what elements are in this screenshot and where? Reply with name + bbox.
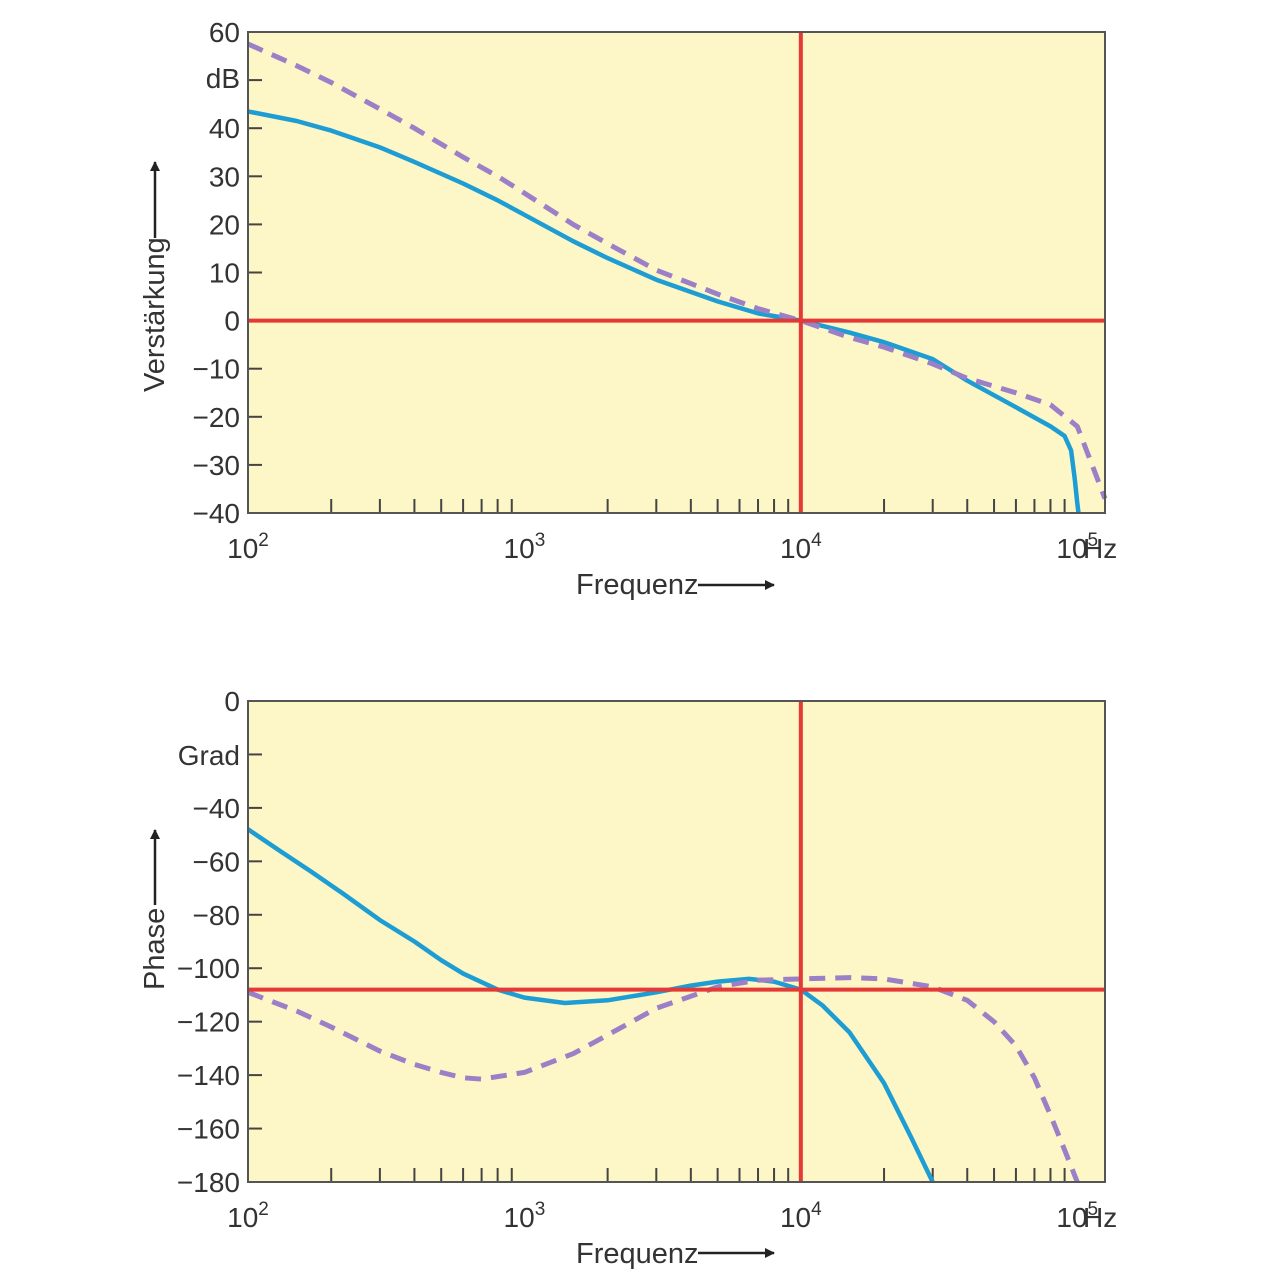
gain-x-tick-labels: 102 103 104 105 [227, 530, 1098, 564]
y-tick-label: −180 [177, 1167, 240, 1198]
y-tick-label: −160 [177, 1114, 240, 1145]
y-tick-label: −40 [193, 498, 241, 529]
phase-x-axis-title: Frequenz [576, 1238, 699, 1270]
x-tick-label: 105 [1056, 530, 1098, 564]
solid-series-line [247, 109, 1081, 514]
gain-x-axis-title: Frequenz [576, 569, 699, 601]
phase-y-unit: Grad [178, 740, 240, 771]
solid-series-line [246, 827, 935, 1183]
phase-y-axis-title: Phase [139, 908, 171, 990]
phase-x-unit: Hz [1083, 1202, 1117, 1233]
y-tick-label: −40 [193, 793, 241, 824]
gain-y-unit: dB [206, 63, 240, 94]
gain-x-unit: Hz [1083, 533, 1117, 564]
x-tick-label: 102 [227, 530, 269, 564]
y-tick-label: −30 [193, 450, 241, 481]
x-tick-label: 103 [504, 530, 546, 564]
y-tick-label: 40 [209, 113, 240, 144]
y-tick-label: −120 [177, 1007, 240, 1038]
phase-chart: 0 −40 −60 −80 −100 −120 −140 −160 −180 102 103 104… [139, 686, 1117, 1270]
y-tick-label: −60 [193, 846, 241, 877]
y-tick-label: −20 [193, 402, 241, 433]
gain-x-minor-ticks [330, 499, 1066, 513]
y-tick-label: −80 [193, 900, 241, 931]
y-tick-label: −100 [177, 953, 240, 984]
y-tick-label: 10 [209, 258, 240, 289]
x-tick-label: 103 [504, 1199, 546, 1233]
dashed-series-line [246, 41, 1108, 500]
phase-x-tick-labels: 102 103 104 105 [227, 1199, 1098, 1233]
y-tick-label: 60 [209, 17, 240, 48]
dashed-series-line [247, 975, 1080, 1183]
phase-plot-frame [247, 700, 1106, 1183]
x-tick-label: 102 [227, 1199, 269, 1233]
phase-series [246, 827, 1080, 1183]
phase-x-minor-ticks [330, 1168, 1066, 1182]
y-tick-label: 0 [224, 306, 240, 337]
y-tick-label: 0 [224, 686, 240, 717]
y-tick-label: −10 [193, 354, 241, 385]
y-tick-label: 30 [209, 161, 240, 192]
phase-y-ticks: 0 −40 −60 −80 −100 −120 −140 −160 −180 [177, 686, 262, 1198]
gain-y-axis-title: Verstärkung [139, 237, 171, 392]
x-tick-label: 104 [780, 530, 822, 564]
gain-y-ticks: 60 40 30 20 10 0 −10 −20 −30 −40 [193, 17, 262, 529]
x-tick-label: 105 [1056, 1199, 1098, 1233]
gain-plot-area [248, 32, 1105, 513]
gain-series [246, 41, 1108, 514]
gain-plot-frame [247, 31, 1106, 514]
y-tick-label: −140 [177, 1060, 240, 1091]
x-tick-label: 104 [780, 1199, 822, 1233]
phase-plot-area [248, 701, 1105, 1182]
y-tick-label: 20 [209, 209, 240, 240]
